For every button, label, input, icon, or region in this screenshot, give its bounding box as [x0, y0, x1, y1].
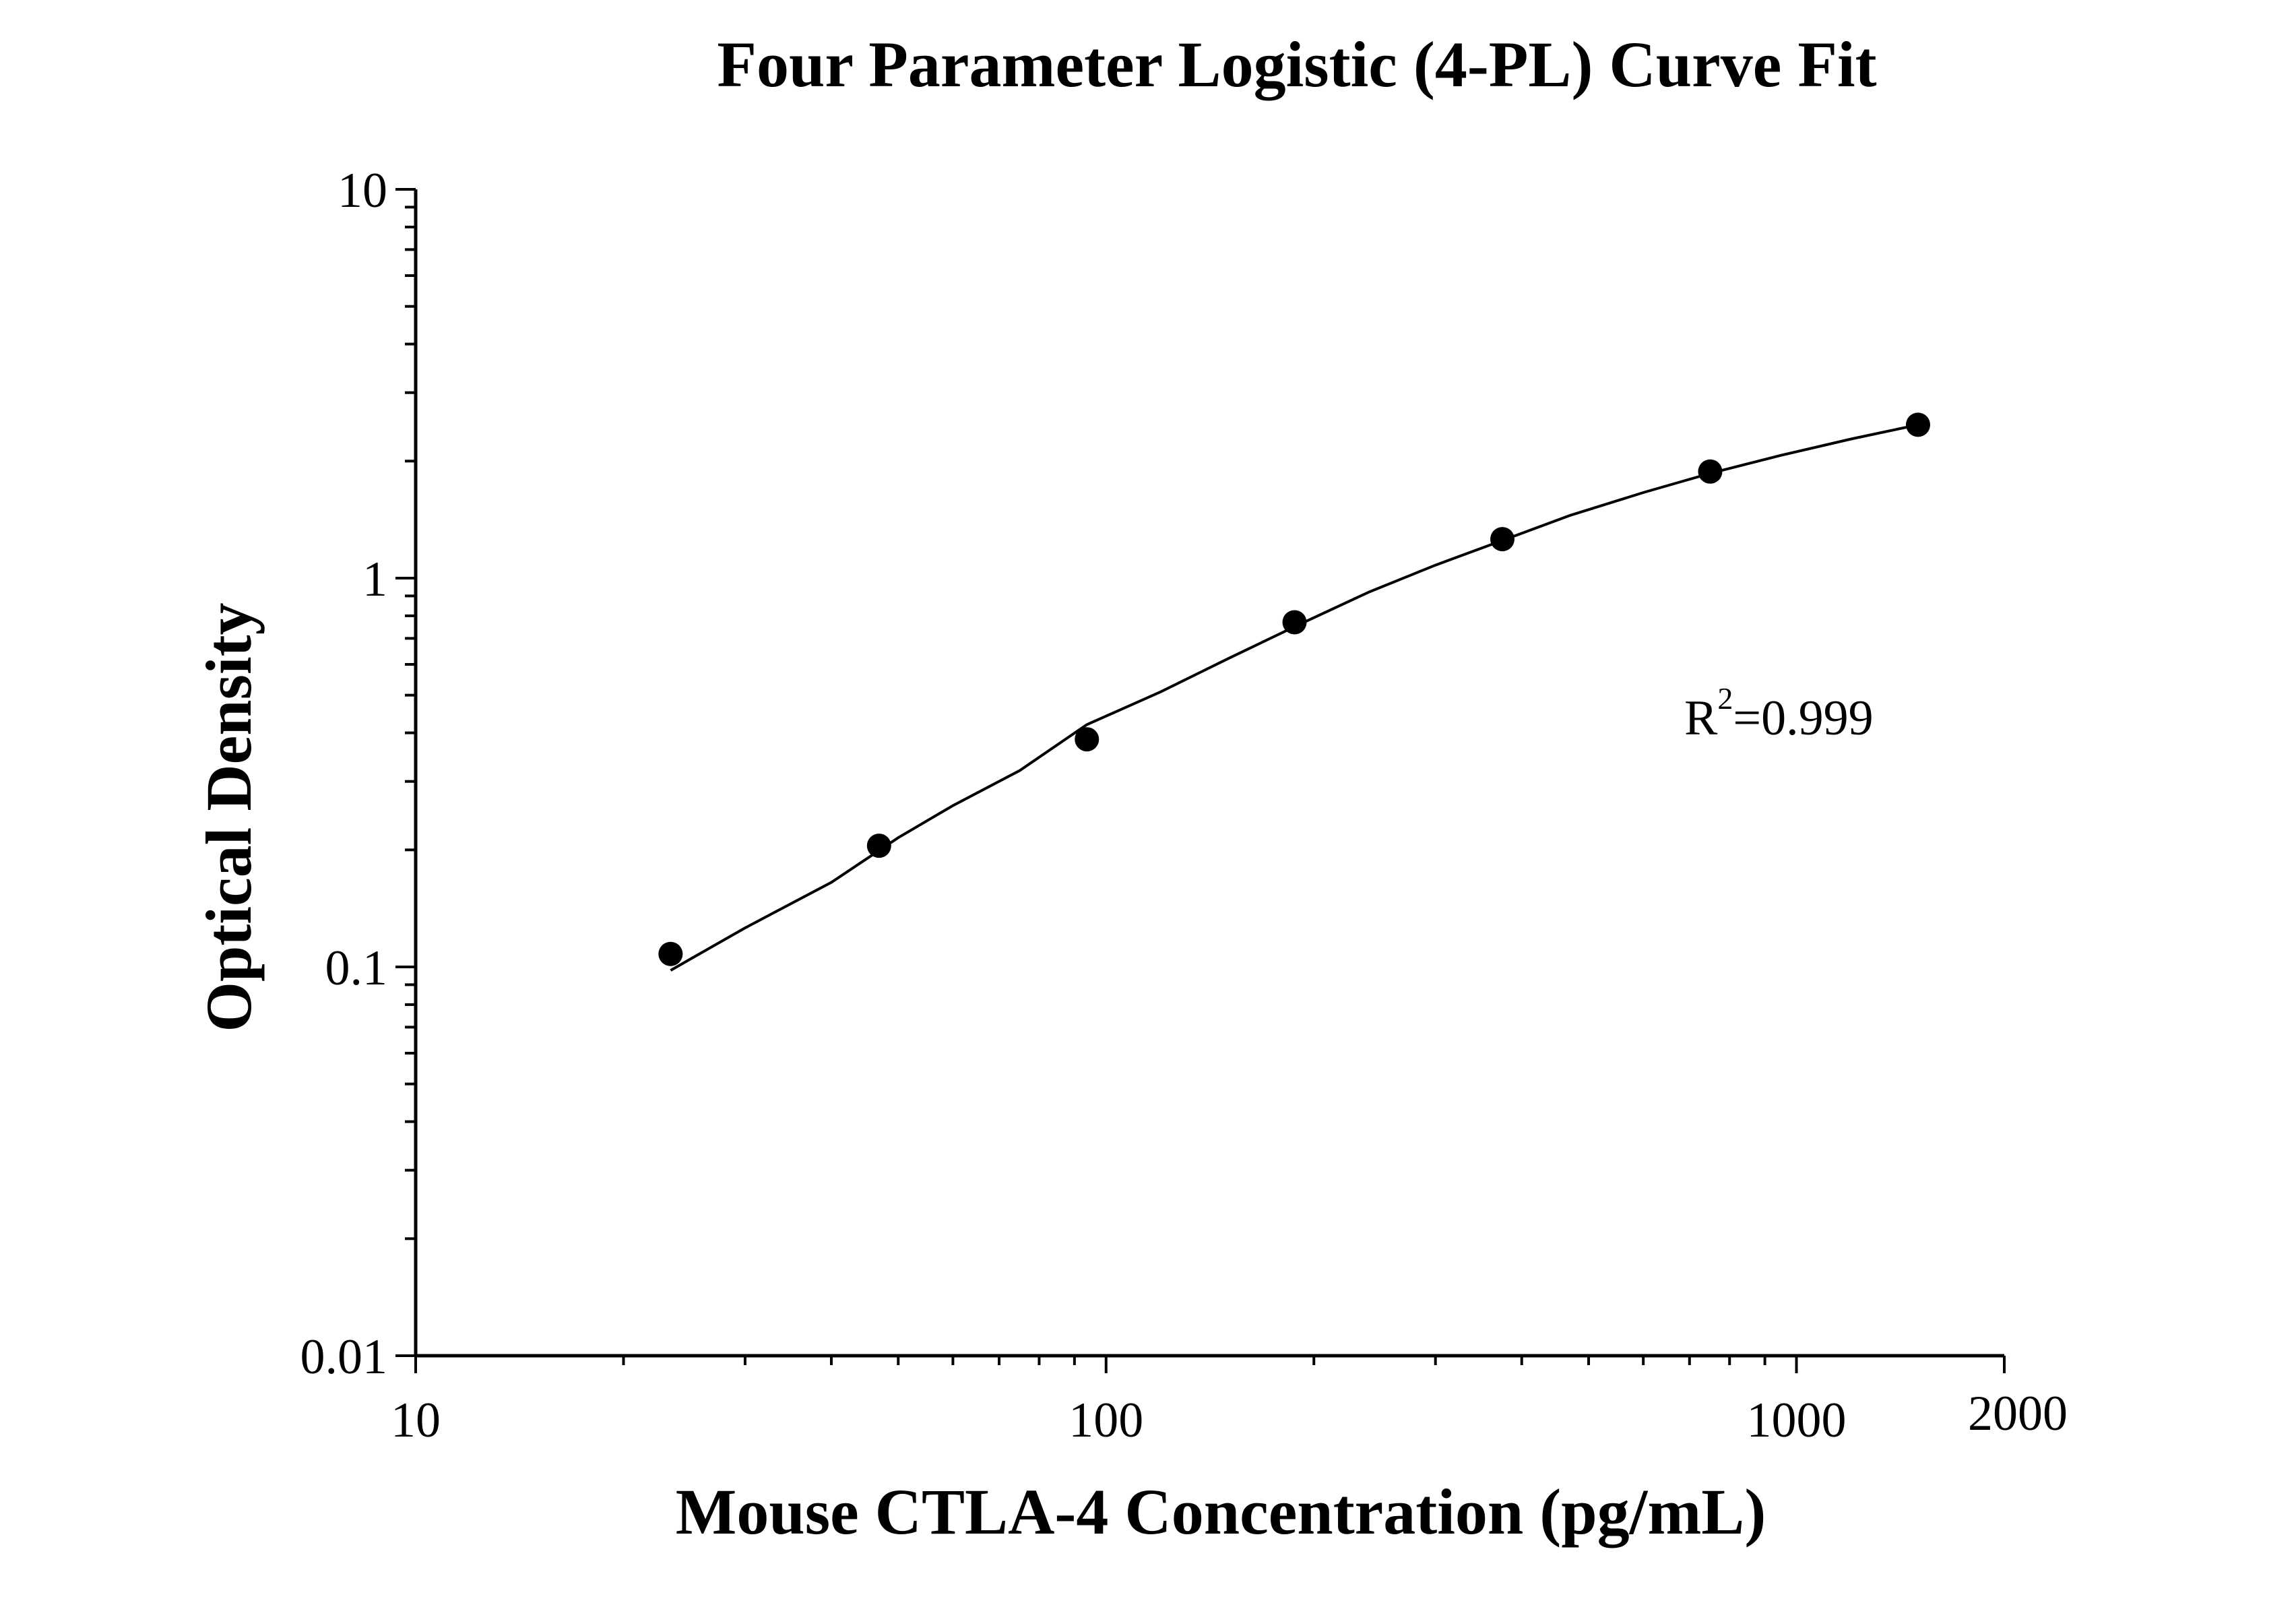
y-axis-label: Optical Density	[193, 602, 265, 1032]
x-tick-label: 100	[1069, 1393, 1143, 1448]
chart-title: Four Parameter Logistic (4-PL) Curve Fit	[717, 28, 1876, 100]
data-point	[1490, 527, 1515, 552]
data-point	[1905, 412, 1930, 437]
x-tick-label: 2000	[1968, 1386, 2068, 1441]
data-point	[866, 834, 891, 858]
y-ticks: 0.01 0.1 1 10	[300, 163, 416, 1385]
data-point	[1698, 459, 1723, 484]
x-axis-label: Mouse CTLA-4 Concentration (pg/mL)	[676, 1476, 1766, 1548]
r-squared-superscript: 2	[1717, 681, 1733, 716]
x-ticks: 10 100 1000 2000	[391, 1356, 2068, 1448]
y-tick-label: 1	[362, 552, 387, 607]
data-point	[1282, 610, 1307, 635]
r-squared-value: =0.999	[1733, 691, 1873, 746]
data-points	[658, 412, 1930, 966]
data-point	[658, 941, 683, 966]
data-point	[1075, 727, 1099, 752]
x-tick-label: 10	[391, 1393, 441, 1448]
r-squared-base: R	[1684, 691, 1718, 746]
r-squared-annotation: R2=0.999	[1684, 681, 1874, 746]
y-tick-label: 0.1	[325, 941, 388, 996]
axes: 10 100 1000 2000 0.01 0.1 1 10	[300, 163, 2068, 1448]
y-tick-label: 0.01	[300, 1329, 388, 1385]
y-tick-label: 10	[338, 163, 387, 218]
x-tick-label: 1000	[1747, 1393, 1847, 1448]
